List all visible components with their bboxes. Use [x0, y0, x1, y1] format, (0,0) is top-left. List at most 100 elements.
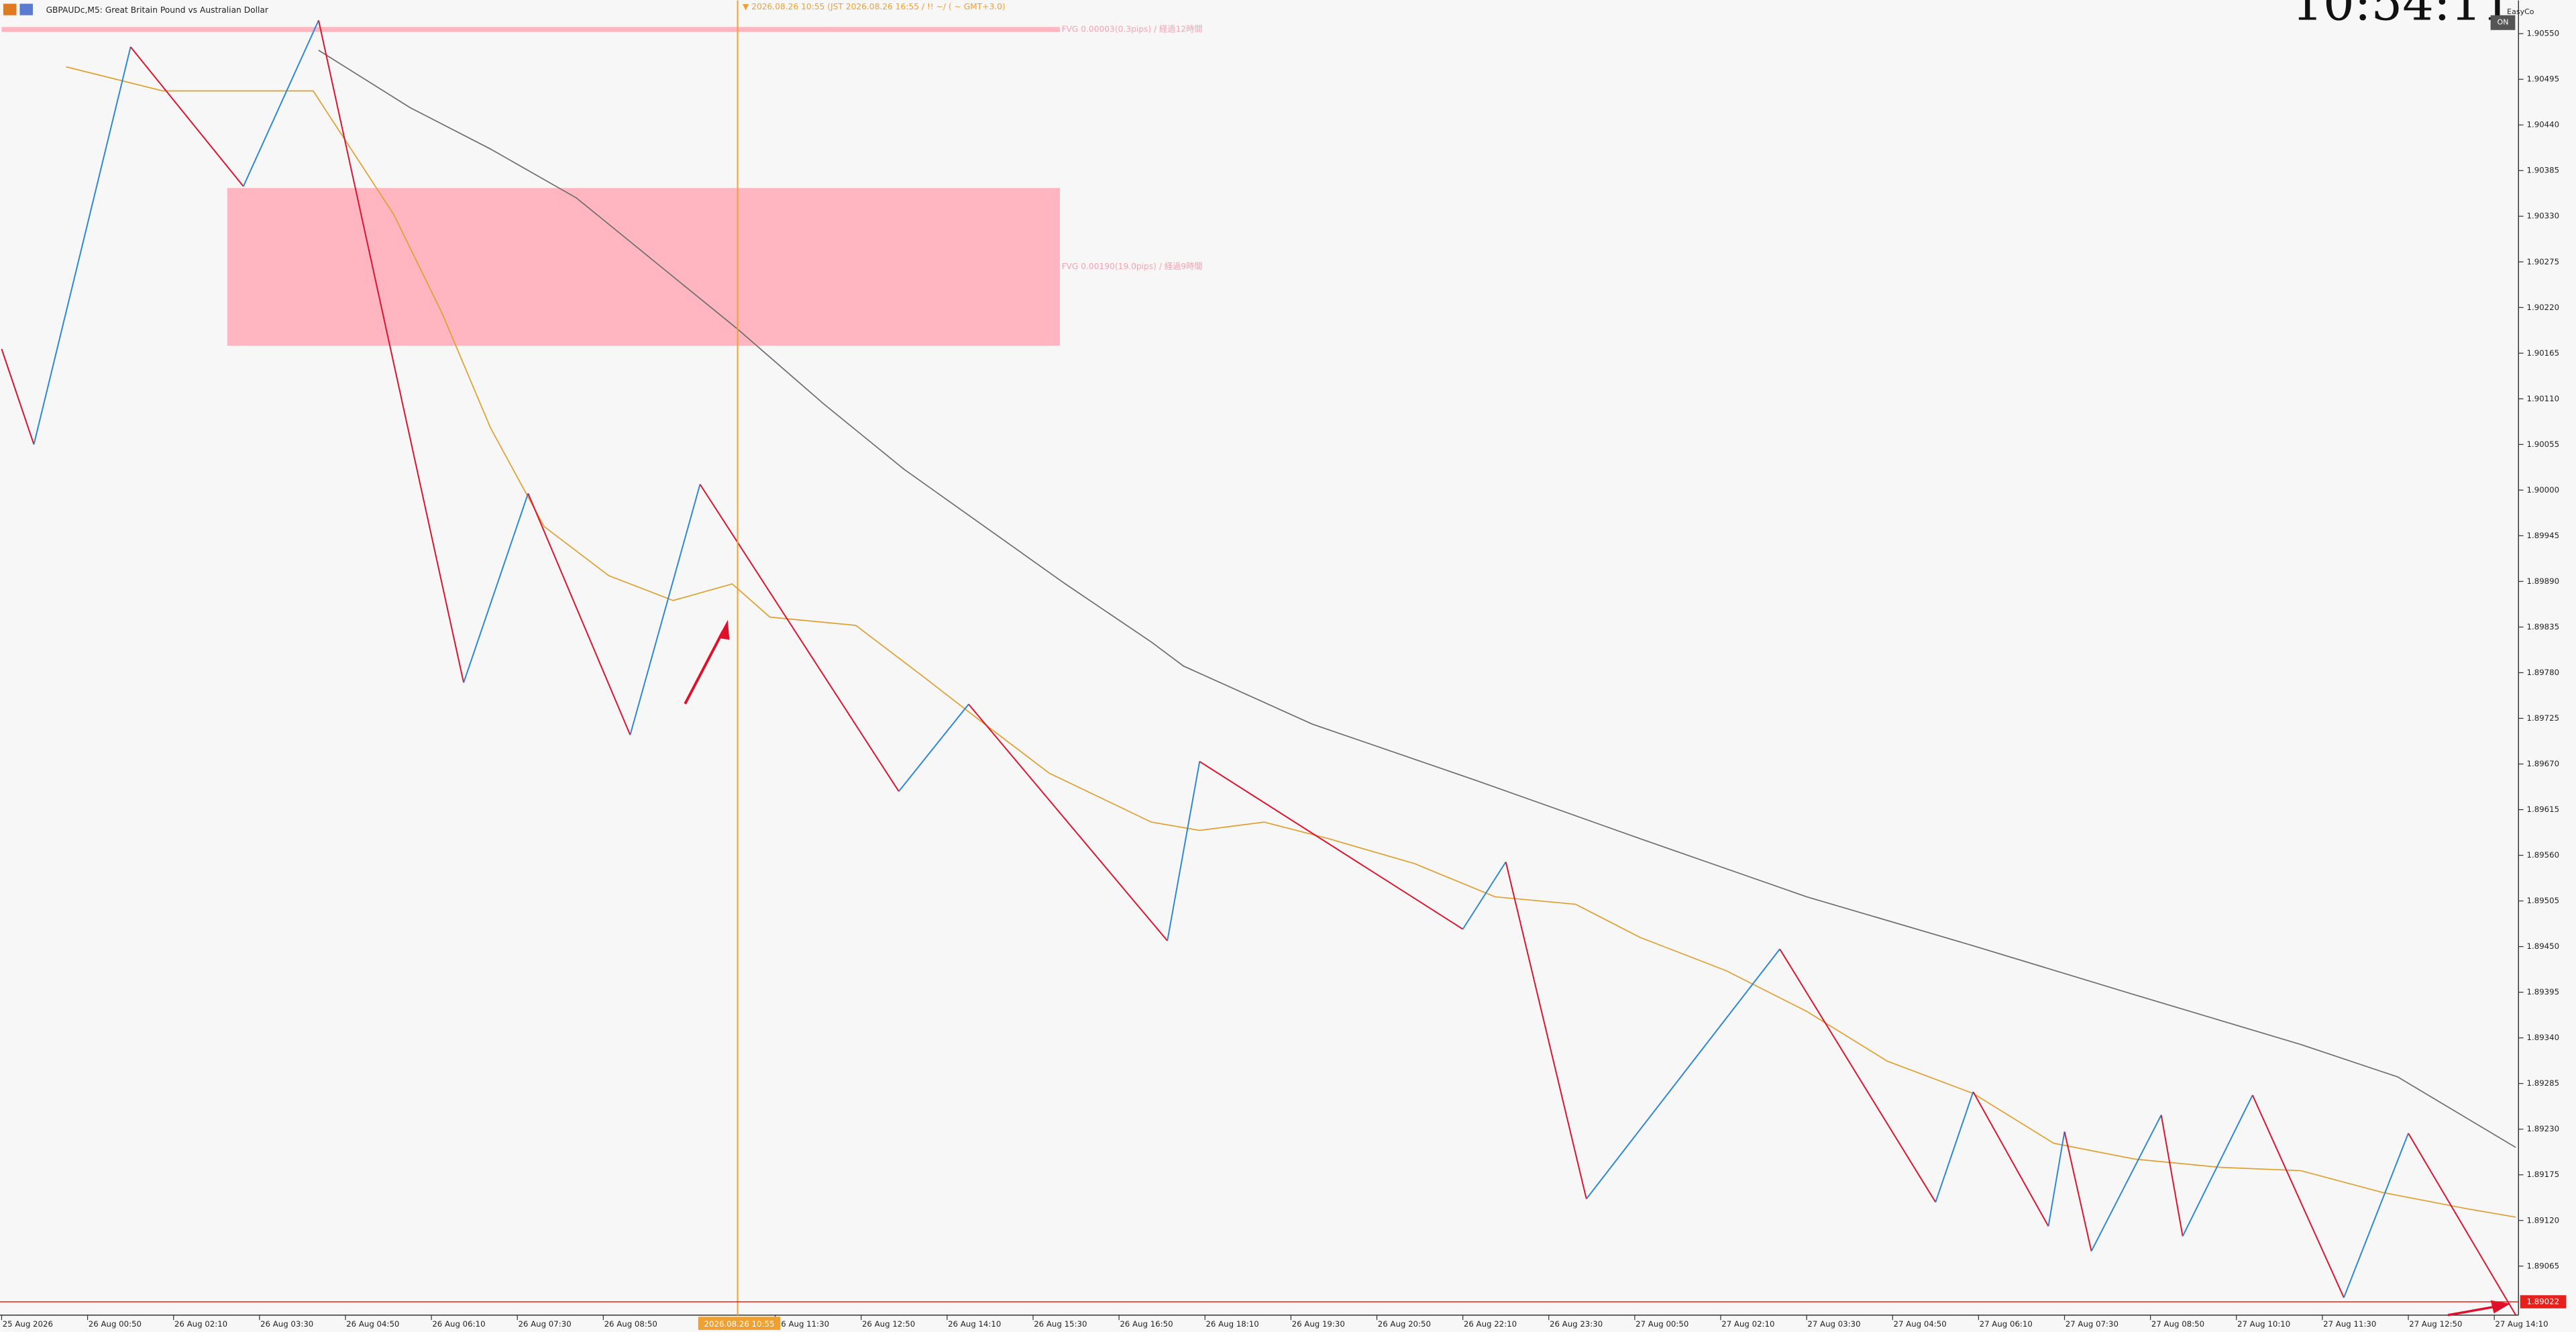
y-tick-label: 1.89890: [2527, 576, 2560, 586]
x-tick-label: 26 Aug 03:30: [260, 1319, 313, 1329]
zigzag-segment: [1505, 862, 1587, 1199]
zigzag-segment: [33, 46, 131, 445]
y-tick-label: 1.89230: [2527, 1124, 2560, 1133]
moving-average: [318, 50, 2516, 1148]
fvg-zone: [227, 188, 1061, 346]
y-tick-label: 1.89835: [2527, 622, 2560, 631]
clock: 10:54:11: [2292, 0, 2513, 32]
y-tick-label: 1.90440: [2527, 120, 2560, 130]
x-tick-label: 27 Aug 04:50: [1893, 1319, 1946, 1329]
zigzag-segment: [2343, 1133, 2409, 1298]
y-tick-label: 1.89615: [2527, 805, 2560, 814]
zigzag-segment: [1199, 760, 1464, 930]
x-tick-label: 26 Aug 18:10: [1205, 1319, 1258, 1329]
x-tick-label: 27 Aug 06:10: [1980, 1319, 2033, 1329]
x-tick-label: 26 Aug 12:50: [862, 1319, 915, 1329]
x-tick-label: 26 Aug 19:30: [1292, 1319, 1345, 1329]
y-tick-label: 1.90165: [2527, 348, 2560, 358]
zigzag-segment: [463, 493, 529, 683]
y-tick-label: 1.89395: [2527, 987, 2560, 996]
zigzag-segment: [2160, 1115, 2184, 1237]
y-tick-label: 1.90330: [2527, 211, 2560, 221]
y-tick-label: 1.89450: [2527, 941, 2560, 951]
x-tick-label: 26 Aug 20:50: [1378, 1319, 1431, 1329]
y-tick-label: 1.90385: [2527, 166, 2560, 175]
y-tick-label: 1.89505: [2527, 896, 2560, 905]
zigzag-segment: [1972, 1091, 2049, 1227]
y-tick-label: 1.89945: [2527, 531, 2560, 540]
x-tick-label: 27 Aug 02:10: [1721, 1319, 1774, 1329]
icon: [19, 3, 33, 15]
x-tick-label: 26 Aug 07:30: [518, 1319, 571, 1329]
price-label: 1.89022: [2527, 1296, 2560, 1306]
zigzag-segment: [1935, 1091, 1974, 1202]
fvg-label: FVG 0.00190(19.0pips) / 経過9時間: [1061, 262, 1202, 271]
zigzag-segment: [2251, 1094, 2345, 1298]
moving-average: [66, 66, 2516, 1218]
zigzag-segment: [2063, 1131, 2092, 1251]
zigzag-segment: [1779, 948, 1937, 1203]
x-tick-label: 26 Aug 04:50: [346, 1319, 399, 1329]
zigzag-segment: [1462, 861, 1507, 930]
x-tick-label: 26 Aug 11:30: [776, 1319, 829, 1329]
zigzag-segment: [1586, 948, 1780, 1200]
x-tick-label: 26 Aug 14:10: [948, 1319, 1001, 1329]
fvg-label: FVG 0.00003(0.3pips) / 経過12時間: [1061, 24, 1202, 34]
x-tick-label: 26 Aug 22:10: [1464, 1319, 1517, 1329]
x-tick-label: 27 Aug 07:30: [2065, 1319, 2118, 1329]
y-tick-label: 1.89285: [2527, 1078, 2560, 1088]
y-tick-label: 1.90000: [2527, 485, 2560, 495]
price-label-box: [2520, 1295, 2567, 1309]
x-tick-label: 25 Aug 2026: [3, 1319, 53, 1329]
zigzag-segment: [527, 493, 631, 735]
x-tick-label: 27 Aug 03:30: [1807, 1319, 1860, 1329]
x-tick-label: 26 Aug 00:50: [89, 1319, 142, 1329]
zigzag-segment: [699, 484, 900, 792]
ea-button[interactable]: [2490, 15, 2516, 30]
zigzag-segment: [2408, 1133, 2517, 1316]
x-tick-label: 27 Aug 11:30: [2323, 1319, 2376, 1329]
zigzag-segment: [1167, 761, 1201, 941]
zigzag-segment: [129, 46, 244, 187]
x-tick-label: 26 Aug 23:30: [1550, 1319, 1603, 1329]
zigzag-segment: [2047, 1131, 2065, 1227]
y-tick-label: 1.89780: [2527, 668, 2560, 677]
chart-title: GBPAUDc,M5: Great Britain Pound vs Austr…: [46, 5, 269, 15]
ea-button-label[interactable]: ON: [2498, 18, 2509, 27]
x-tick-label: 27 Aug 14:10: [2495, 1319, 2548, 1329]
zigzag-segment: [2090, 1115, 2162, 1251]
y-tick-label: 1.89175: [2527, 1170, 2560, 1179]
y-tick-label: 1.90550: [2527, 29, 2560, 38]
x-tick-label: 27 Aug 00:50: [1635, 1319, 1688, 1329]
annotation-arrow: [684, 619, 730, 705]
y-tick-label: 1.89670: [2527, 759, 2560, 768]
zigzag-segment: [629, 484, 701, 735]
x-tick-label: 27 Aug 10:10: [2237, 1319, 2290, 1329]
cursor-label-box: [698, 1317, 781, 1330]
y-tick-label: 1.89065: [2527, 1261, 2560, 1270]
y-tick-label: 1.89725: [2527, 713, 2560, 723]
zigzag-segment: [898, 703, 969, 792]
ea-label: EasyCo: [2507, 7, 2534, 16]
annotation-arrow: [2447, 1300, 2511, 1317]
cursor-note: ▼ 2026.08.26 10:55 (JST 2026.08.26 16:55…: [743, 2, 1006, 11]
y-tick-label: 1.90275: [2527, 257, 2560, 266]
y-tick-label: 1.89120: [2527, 1215, 2560, 1225]
cursor-label: 2026.08.26 10:55: [704, 1319, 775, 1329]
zigzag-segment: [2182, 1094, 2253, 1237]
y-tick-label: 1.90055: [2527, 440, 2560, 449]
zigzag-segment: [317, 20, 465, 683]
x-tick-label: 26 Aug 15:30: [1034, 1319, 1087, 1329]
x-tick-label: 26 Aug 16:50: [1120, 1319, 1173, 1329]
y-tick-label: 1.89340: [2527, 1033, 2560, 1042]
fvg-zone: [1, 27, 1061, 32]
x-tick-label: 26 Aug 08:50: [604, 1319, 657, 1329]
y-tick-label: 1.90495: [2527, 74, 2560, 84]
plot-area: FVG 0.00003(0.3pips) / 経過12時間 FVG 0.00190…: [1, 19, 2517, 1316]
x-tick-label: 27 Aug 08:50: [2151, 1319, 2204, 1329]
x-tick-label: 26 Aug 02:10: [174, 1319, 227, 1329]
y-tick-label: 1.90110: [2527, 394, 2560, 403]
zigzag-segment: [1, 348, 35, 445]
